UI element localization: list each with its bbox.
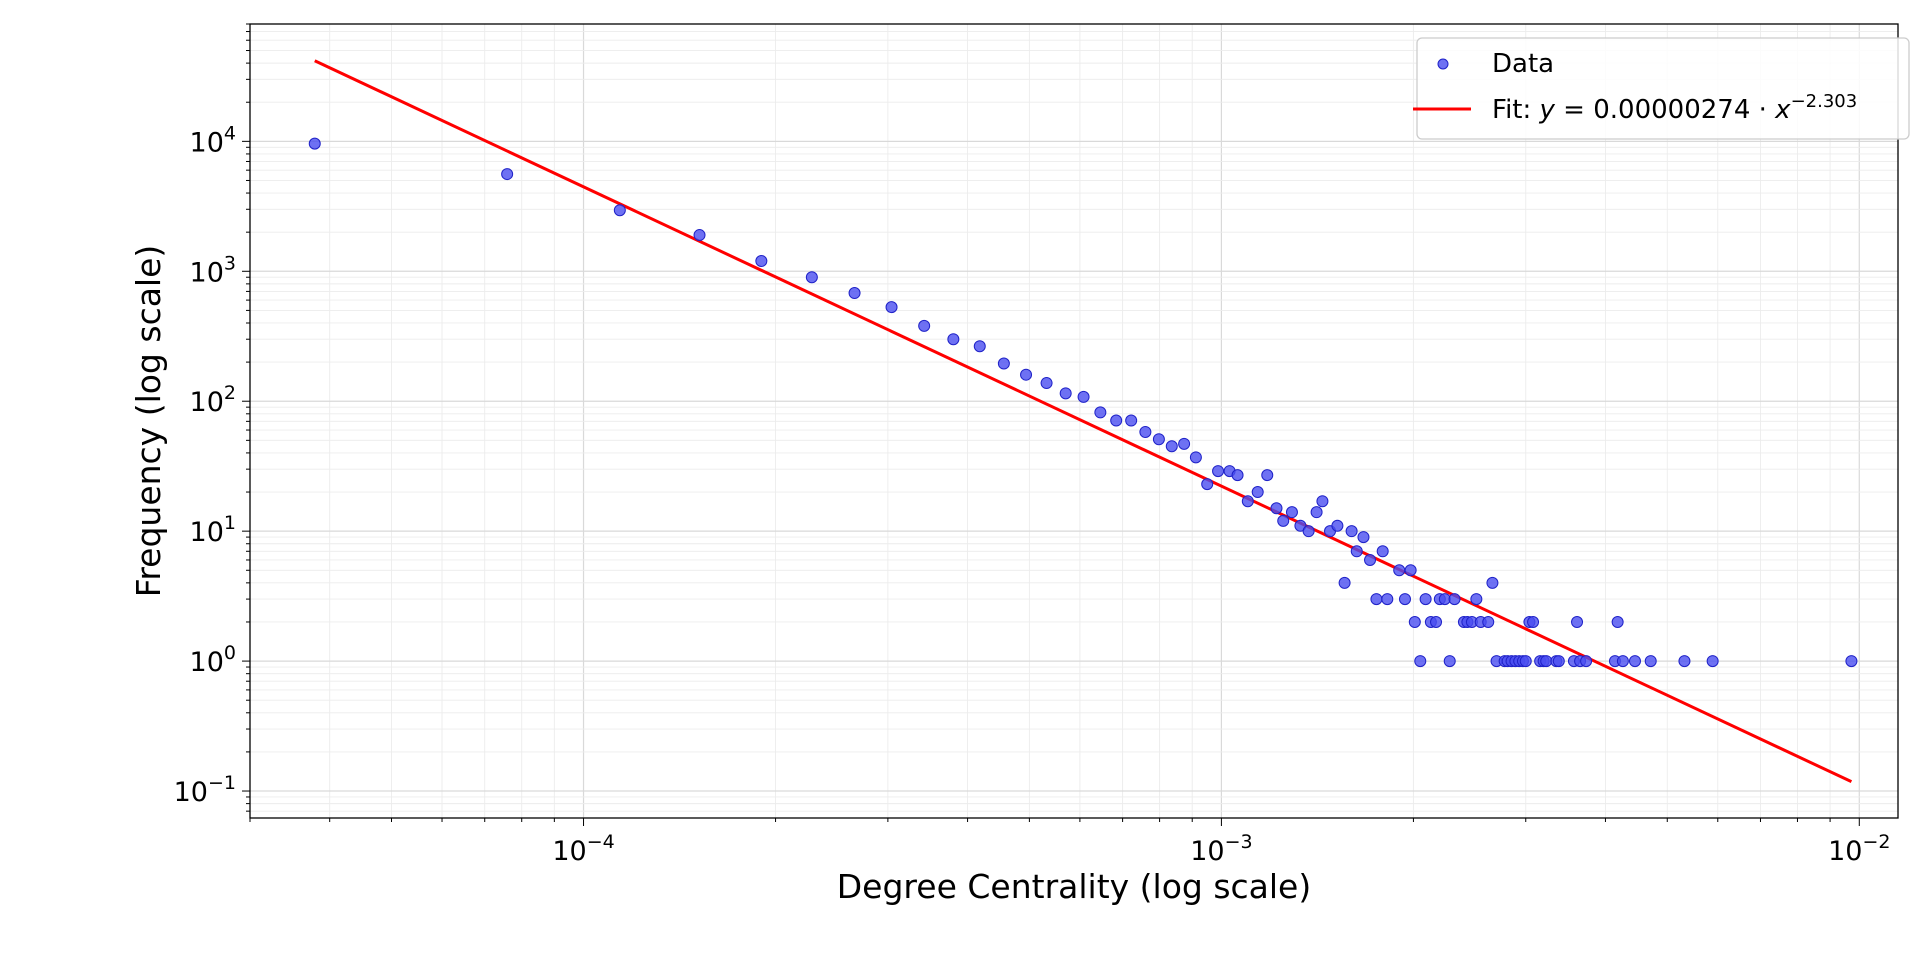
data-point: [1845, 655, 1858, 668]
data-point: [1152, 433, 1165, 446]
data-point: [1580, 655, 1593, 668]
data-point: [1540, 655, 1553, 668]
data-point: [885, 301, 898, 314]
data-point: [1448, 593, 1461, 606]
y-tick-label: 10−1: [174, 772, 236, 808]
data-point: [1706, 655, 1719, 668]
data-point: [1302, 525, 1315, 538]
y-tick-label: 104: [190, 122, 236, 158]
data-point: [1189, 451, 1202, 464]
data-point: [1241, 495, 1254, 508]
data-point: [1408, 615, 1421, 628]
x-tick-label: 10−4: [552, 831, 614, 867]
data-point: [1611, 615, 1624, 628]
data-point: [1350, 545, 1363, 558]
y-tick-label: 101: [190, 512, 236, 548]
y-tick-label: 100: [190, 642, 236, 678]
data-point: [1212, 465, 1225, 478]
data-point: [1370, 593, 1383, 606]
data-point: [1338, 576, 1351, 589]
data-point: [1398, 593, 1411, 606]
data-point: [1364, 553, 1377, 566]
data-point: [1381, 593, 1394, 606]
data-point: [308, 137, 321, 150]
scatter-points: [308, 137, 1858, 668]
data-point: [1261, 469, 1274, 482]
x-tick-label: 10−2: [1828, 831, 1890, 867]
data-point: [805, 271, 818, 284]
data-point: [1393, 564, 1406, 577]
data-point: [1125, 414, 1138, 427]
legend: Data Fit: y = 0.00000274 · x−2.303: [1413, 37, 1910, 140]
data-point: [1552, 655, 1565, 668]
x-tick-label: 10−3: [1190, 831, 1252, 867]
data-point: [1310, 506, 1323, 519]
data-point: [1404, 564, 1417, 577]
data-point: [1201, 478, 1214, 491]
data-point: [1251, 486, 1264, 499]
legend-data-marker: [1437, 58, 1449, 70]
legend-fit-label: Fit: y = 0.00000274 · x−2.303: [1492, 91, 1857, 125]
data-point: [1430, 615, 1443, 628]
data-point: [1316, 495, 1329, 508]
data-point: [693, 229, 706, 242]
data-point: [1376, 545, 1389, 558]
data-point: [1628, 655, 1641, 668]
data-point: [1644, 655, 1657, 668]
data-point: [1443, 655, 1456, 668]
data-point: [1270, 502, 1283, 515]
legend-box: [1416, 37, 1910, 140]
data-point: [1110, 414, 1123, 427]
data-point: [1486, 576, 1499, 589]
fit-line: [314, 59, 1853, 784]
data-point: [1482, 615, 1495, 628]
y-axis-label: Frequency (log scale): [129, 245, 168, 598]
fit-line-group: [314, 59, 1853, 784]
data-point: [1519, 655, 1532, 668]
data-point: [848, 287, 861, 300]
data-point: [613, 204, 626, 217]
data-point: [1414, 655, 1427, 668]
x-axis-label: Degree Centrality (log scale): [837, 867, 1311, 906]
data-point: [1571, 615, 1584, 628]
data-point: [1419, 593, 1432, 606]
data-point: [918, 319, 931, 332]
data-point: [1527, 615, 1540, 628]
data-point: [1331, 519, 1344, 532]
data-point: [1040, 377, 1053, 390]
data-point: [755, 254, 768, 267]
y-tick-label: 103: [190, 252, 236, 288]
data-point: [1285, 506, 1298, 519]
data-point: [1470, 593, 1483, 606]
axis-ticks: 10−4 10−3 10−2 10−1 100 101 102 103 104: [174, 23, 1890, 867]
data-point: [1059, 387, 1072, 400]
data-point: [973, 340, 986, 353]
data-point: [1165, 440, 1178, 453]
data-point: [1678, 655, 1691, 668]
y-tick-label: 102: [190, 382, 236, 418]
data-point: [1178, 437, 1191, 450]
data-point: [997, 357, 1010, 370]
data-point: [501, 168, 514, 181]
grid-lines: [249, 23, 1898, 818]
data-point: [1077, 390, 1090, 403]
plot-frame: [249, 23, 1899, 819]
data-point: [1020, 368, 1033, 381]
data-point: [1294, 519, 1307, 532]
data-point: [1345, 525, 1358, 538]
data-point: [1616, 655, 1629, 668]
data-point: [1094, 406, 1107, 419]
legend-data-label: Data: [1492, 49, 1554, 79]
data-point: [1231, 469, 1244, 482]
data-point: [1357, 531, 1370, 544]
data-point: [947, 333, 960, 346]
data-point: [1139, 425, 1152, 438]
data-point: [1277, 514, 1290, 527]
